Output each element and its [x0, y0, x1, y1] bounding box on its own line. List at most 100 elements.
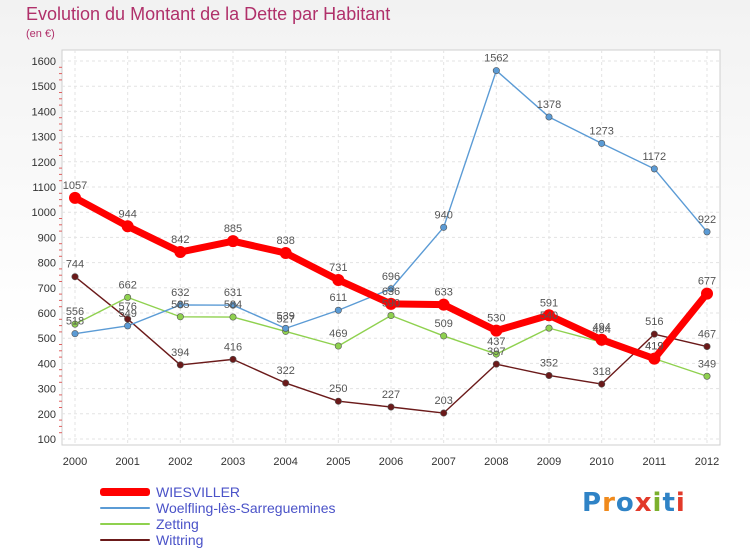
data-point — [332, 273, 345, 286]
data-point — [595, 333, 608, 346]
data-label: 469 — [329, 328, 347, 340]
data-point — [71, 273, 79, 281]
data-label: 576 — [118, 301, 136, 313]
legend-swatch — [100, 539, 150, 541]
data-point — [282, 379, 290, 387]
data-label: 632 — [171, 287, 189, 299]
data-label: 744 — [66, 259, 84, 271]
data-point — [387, 312, 395, 320]
x-tick-label: 2005 — [326, 456, 350, 468]
data-point — [440, 223, 448, 231]
legend-label: Zetting — [156, 516, 199, 532]
legend-item: Zetting — [100, 516, 335, 532]
data-point — [176, 313, 184, 321]
legend-swatch — [100, 488, 150, 496]
data-label: 1562 — [484, 53, 508, 65]
y-tick-label: 500 — [38, 333, 56, 345]
y-tick-label: 800 — [38, 258, 56, 270]
data-point — [229, 313, 237, 321]
data-label: 885 — [224, 223, 242, 235]
data-label: 352 — [540, 357, 558, 369]
data-label: 585 — [171, 299, 189, 311]
data-point — [387, 285, 395, 293]
data-label: 419 — [645, 341, 663, 353]
data-label: 539 — [276, 310, 294, 322]
data-point — [545, 371, 553, 379]
y-tick-label: 1500 — [32, 81, 56, 93]
x-tick-label: 2007 — [431, 456, 455, 468]
data-label: 662 — [118, 279, 136, 291]
data-label: 731 — [329, 262, 347, 274]
data-label: 591 — [540, 297, 558, 309]
data-point — [227, 235, 239, 248]
y-tick-label: 400 — [38, 358, 56, 370]
data-label: 842 — [171, 234, 189, 246]
data-point — [334, 342, 342, 350]
legend-item: Wittring — [100, 532, 335, 548]
y-tick-label: 100 — [38, 434, 56, 446]
data-label: 944 — [118, 208, 136, 220]
y-tick-label: 1300 — [32, 132, 56, 144]
data-point — [545, 324, 553, 332]
data-label: 1273 — [589, 125, 613, 137]
data-point — [440, 332, 448, 340]
data-label: 940 — [434, 209, 452, 221]
data-point — [650, 165, 658, 173]
data-point — [385, 297, 397, 310]
data-point — [124, 293, 132, 301]
data-point — [598, 380, 606, 388]
x-tick-label: 2009 — [537, 456, 561, 468]
x-tick-label: 2010 — [589, 456, 613, 468]
data-label: 509 — [434, 318, 452, 330]
data-point — [124, 315, 132, 323]
data-label: 922 — [698, 214, 716, 226]
data-point — [492, 360, 500, 368]
y-tick-label: 1600 — [32, 56, 56, 68]
proxiti-logo: Proxiti — [582, 488, 686, 518]
data-point — [229, 355, 237, 363]
data-point — [279, 247, 292, 260]
data-point — [703, 372, 711, 380]
data-label: 633 — [434, 287, 452, 299]
y-tick-label: 300 — [38, 384, 56, 396]
x-tick-label: 2008 — [484, 456, 508, 468]
data-point — [121, 220, 134, 233]
data-label: 1172 — [643, 151, 667, 163]
plot-area — [61, 49, 721, 446]
data-label: 250 — [329, 383, 347, 395]
y-tick-label: 1400 — [32, 106, 56, 118]
y-tick-label: 600 — [38, 308, 56, 320]
x-tick-label: 2004 — [273, 456, 297, 468]
data-label: 838 — [276, 235, 294, 247]
data-point — [492, 350, 500, 358]
data-label: 611 — [330, 292, 348, 304]
x-tick-label: 2000 — [63, 456, 87, 468]
data-point — [650, 330, 658, 338]
data-point — [71, 330, 79, 338]
data-point — [492, 67, 500, 75]
legend-label: Woelfling-lès-Sarreguemines — [156, 500, 336, 516]
data-label: 484 — [592, 324, 610, 336]
data-point — [176, 301, 184, 309]
data-point — [437, 298, 450, 311]
data-label: 530 — [487, 313, 505, 325]
y-tick-label: 200 — [38, 409, 56, 421]
data-label: 467 — [698, 329, 716, 341]
data-label: 397 — [487, 346, 505, 358]
data-label: 631 — [224, 287, 242, 299]
data-label: 437 — [487, 336, 505, 348]
data-label: 1378 — [537, 99, 561, 111]
x-tick-label: 2006 — [379, 456, 403, 468]
data-point — [648, 352, 661, 365]
data-point — [176, 361, 184, 369]
x-tick-label: 2011 — [643, 456, 667, 468]
chart-title: Evolution du Montant de la Dette par Hab… — [26, 4, 391, 24]
y-tick-label: 1000 — [32, 207, 56, 219]
data-label: 516 — [645, 316, 663, 328]
y-tick-label: 900 — [38, 232, 56, 244]
data-label: 540 — [540, 310, 558, 322]
data-label: 394 — [171, 347, 189, 359]
data-point — [174, 246, 187, 259]
data-point — [334, 397, 342, 405]
data-point — [440, 409, 448, 417]
